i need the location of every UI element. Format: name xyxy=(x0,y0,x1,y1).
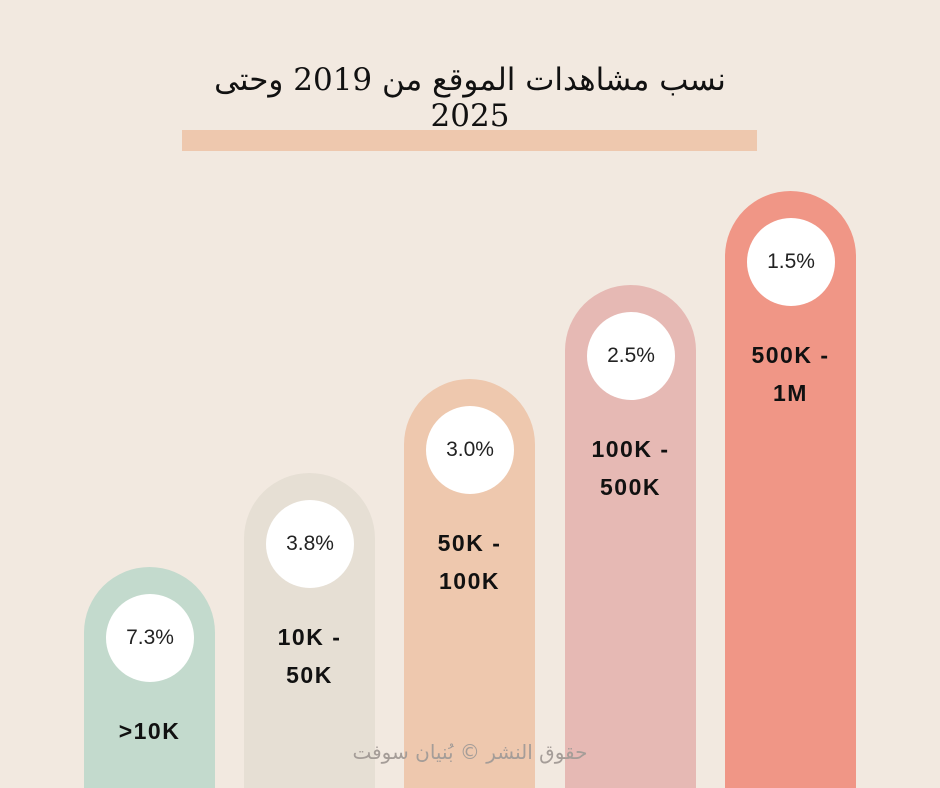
value-label: 1.5% xyxy=(747,218,835,306)
category-label: 100K - 500K xyxy=(591,436,670,500)
bar-0: 7.3% >10K xyxy=(84,567,215,788)
bar-2: 3.0% 50K - 100K xyxy=(404,379,535,788)
value-label: 7.3% xyxy=(106,594,194,682)
category-label: 10K - 50K xyxy=(277,624,342,688)
bar-3: 2.5% 100K - 500K xyxy=(565,285,696,788)
value-label: 3.0% xyxy=(426,406,514,494)
copyright-watermark: حقوق النشر © بُنيان سوفت xyxy=(352,740,588,764)
bar-1: 3.8% 10K - 50K xyxy=(244,473,375,788)
category-label: 50K - 100K xyxy=(437,530,502,594)
chart-title: نسب مشاهدات الموقع من 2019 وحتى 2025 xyxy=(214,62,726,134)
title-underline-bar xyxy=(182,130,757,151)
category-label: 500K - 1M xyxy=(751,342,830,406)
value-label: 3.8% xyxy=(266,500,354,588)
category-label: >10K xyxy=(118,718,181,744)
value-label: 2.5% xyxy=(587,312,675,400)
bar-4: 1.5% 500K - 1M xyxy=(725,191,856,788)
